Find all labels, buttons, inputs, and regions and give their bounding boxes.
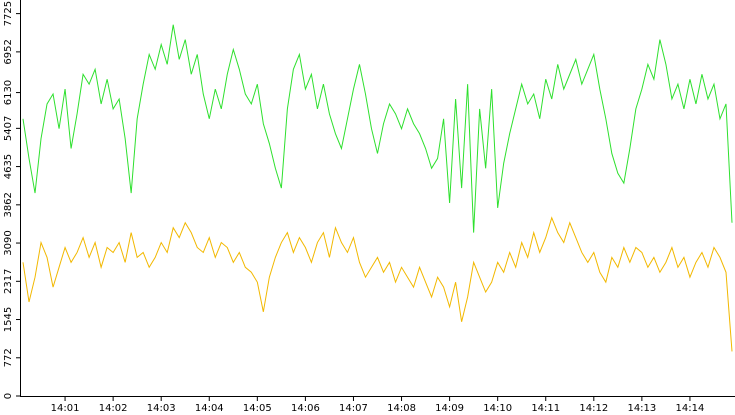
- y-tick-label: 4635: [3, 154, 14, 179]
- x-tick-label: 14:11: [531, 403, 560, 414]
- y-tick-label: 772: [3, 348, 14, 367]
- y-tick-label: 1545: [3, 307, 14, 332]
- x-tick-label: 14:08: [387, 403, 416, 414]
- y-tick-label: 3090: [3, 230, 14, 255]
- y-tick-label: 0: [3, 393, 14, 399]
- x-tick-label: 14:09: [435, 403, 464, 414]
- x-tick-label: 14:02: [99, 403, 128, 414]
- x-tick-label: 14:12: [579, 403, 608, 414]
- x-tick-label: 14:05: [243, 403, 272, 414]
- plot-area: [22, 24, 733, 352]
- series-line: [22, 216, 733, 352]
- y-tick-label: 6130: [3, 80, 14, 105]
- y-tick-label: 6952: [3, 39, 14, 64]
- series-line: [22, 24, 733, 233]
- y-tick-label: 2317: [3, 269, 14, 294]
- x-tick-label: 14:03: [147, 403, 176, 414]
- x-tick-label: 14:01: [51, 403, 80, 414]
- x-tick-label: 14:13: [627, 403, 656, 414]
- x-tick-label: 14:04: [195, 403, 224, 414]
- x-tick-label: 14:06: [291, 403, 320, 414]
- y-tick-label: 5407: [3, 116, 14, 141]
- x-tick-label: 14:07: [339, 403, 368, 414]
- x-tick-label: 14:14: [676, 403, 705, 414]
- y-tick-label: 3862: [3, 192, 14, 217]
- y-tick-label: 7725: [3, 1, 14, 26]
- x-tick-label: 14:10: [483, 403, 512, 414]
